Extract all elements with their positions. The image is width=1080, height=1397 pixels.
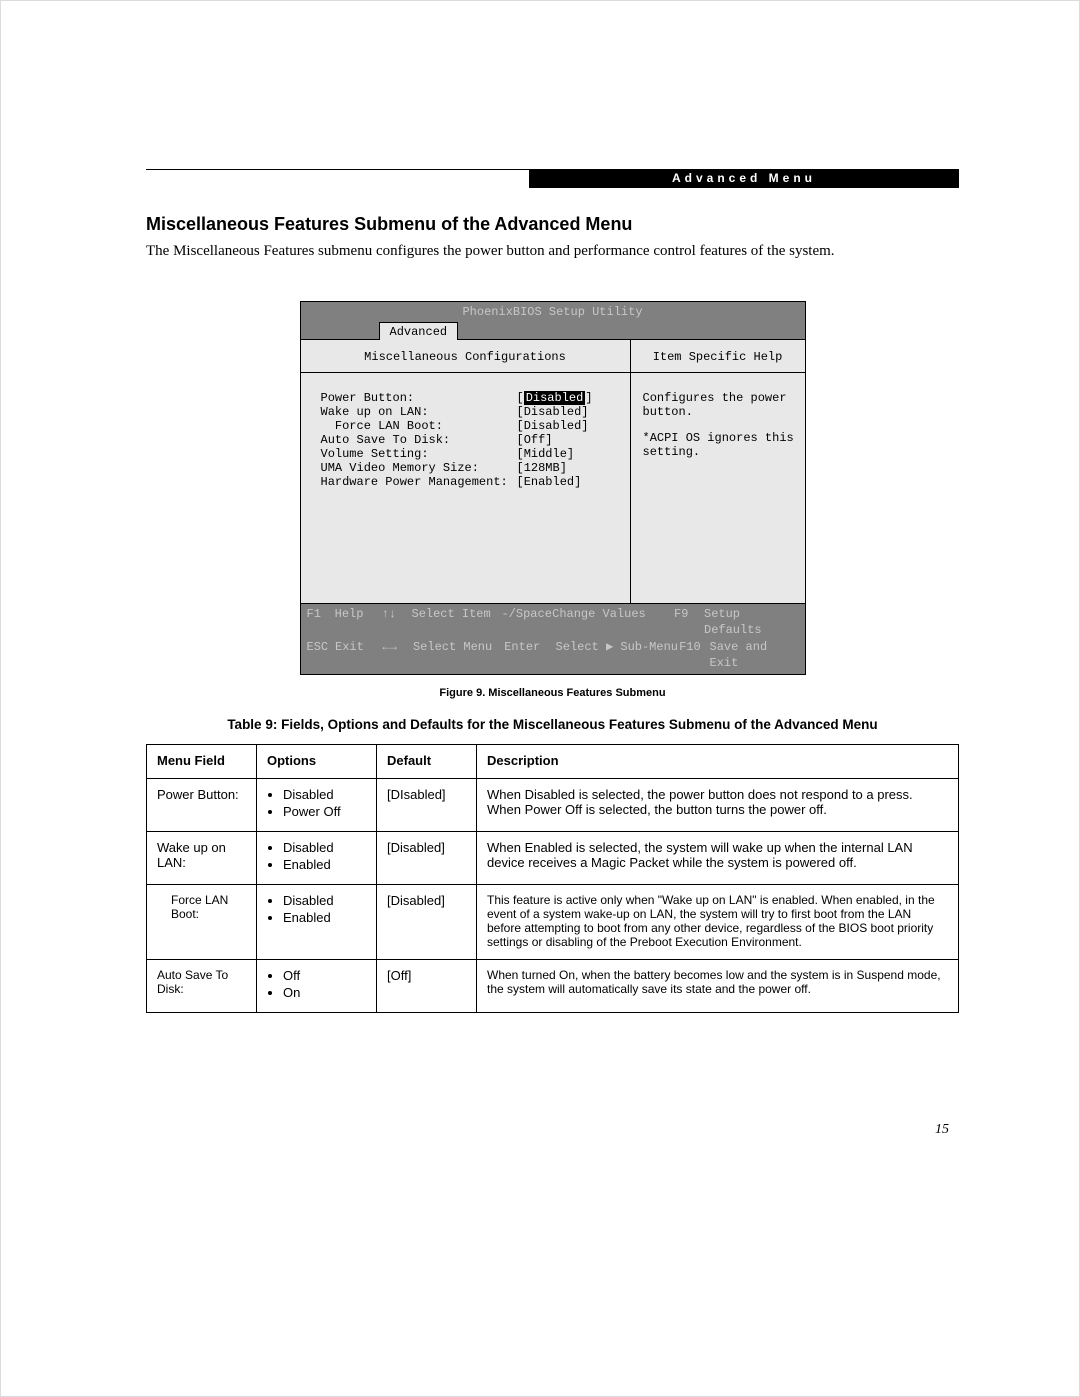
- key-f1: F1: [307, 606, 335, 638]
- bios-body: Miscellaneous Configurations Power Butto…: [301, 340, 805, 603]
- cell-default: [Off]: [377, 960, 477, 1013]
- cell-desc: When turned On, when the battery becomes…: [477, 960, 959, 1013]
- config-value[interactable]: [Disabled]: [517, 419, 589, 433]
- action-help: Help: [335, 606, 382, 638]
- cell-field: Wake up on LAN:: [147, 832, 257, 885]
- action-save-exit: Save and Exit: [710, 639, 799, 671]
- th-default: Default: [377, 745, 477, 779]
- table-header-row: Menu Field Options Default Description: [147, 745, 959, 779]
- help-line: *ACPI OS ignores this setting.: [643, 431, 795, 459]
- page-number: 15: [935, 1122, 949, 1138]
- config-row[interactable]: Power Button: [Disabled]: [321, 391, 616, 405]
- key-esc: ESC: [307, 639, 336, 671]
- cell-desc: This feature is active only when "Wake u…: [477, 885, 959, 960]
- config-value[interactable]: [Disabled]: [517, 391, 593, 405]
- option-item: Disabled: [283, 787, 366, 802]
- config-value[interactable]: [128MB]: [517, 461, 567, 475]
- document-page: Advanced Menu Miscellaneous Features Sub…: [0, 0, 1080, 1397]
- action-setup-defaults: Setup Defaults: [704, 606, 799, 638]
- key-f9: F9: [674, 606, 704, 638]
- config-label: Volume Setting:: [321, 447, 517, 461]
- table-row: Power Button: Disabled Power Off [DIsabl…: [147, 779, 959, 832]
- key-updown: ↑↓: [382, 606, 412, 638]
- config-label: Wake up on LAN:: [321, 405, 517, 419]
- config-label: Power Button:: [321, 391, 517, 405]
- cell-options: Disabled Power Off: [257, 779, 377, 832]
- key-leftright: ←→: [383, 639, 413, 671]
- bios-title: PhoenixBIOS Setup Utility: [301, 302, 805, 321]
- table-row: Auto Save To Disk: Off On [Off] When tur…: [147, 960, 959, 1013]
- cell-default: [Disabled]: [377, 832, 477, 885]
- cell-desc: When Enabled is selected, the system wil…: [477, 832, 959, 885]
- config-row[interactable]: Force LAN Boot: [Disabled]: [321, 419, 616, 433]
- bios-help-content: Configures the power button. *ACPI OS ig…: [631, 373, 805, 603]
- th-field: Menu Field: [147, 745, 257, 779]
- table-row: Force LAN Boot: Disabled Enabled [Disabl…: [147, 885, 959, 960]
- option-item: On: [283, 985, 366, 1000]
- section-title: Miscellaneous Features Submenu of the Ad…: [146, 214, 959, 235]
- bios-right-header: Item Specific Help: [631, 340, 805, 373]
- bios-right-pane: Item Specific Help Configures the power …: [631, 340, 805, 603]
- action-submenu: Select ▶ Sub-Menu: [556, 639, 680, 671]
- cell-default: [DIsabled]: [377, 779, 477, 832]
- bios-footer: F1 Help ↑↓ Select Item -/Space Change Va…: [301, 603, 805, 674]
- config-row[interactable]: Hardware Power Management: [Enabled]: [321, 475, 616, 489]
- config-value[interactable]: [Off]: [517, 433, 553, 447]
- fields-table: Menu Field Options Default Description P…: [146, 744, 959, 1013]
- table-row: Wake up on LAN: Disabled Enabled [Disabl…: [147, 832, 959, 885]
- bios-panel: PhoenixBIOS Setup Utility Advanced Misce…: [300, 301, 806, 675]
- spacer: [643, 419, 795, 431]
- bios-tab-advanced[interactable]: Advanced: [379, 322, 459, 340]
- bios-footer-row: F1 Help ↑↓ Select Item -/Space Change Va…: [307, 606, 799, 638]
- option-item: Power Off: [283, 804, 366, 819]
- config-row[interactable]: Volume Setting: [Middle]: [321, 447, 616, 461]
- config-label: Hardware Power Management:: [321, 475, 517, 489]
- config-value-selected: Disabled: [524, 391, 586, 405]
- bios-left-pane: Miscellaneous Configurations Power Butto…: [301, 340, 631, 603]
- cell-field: Force LAN Boot:: [147, 885, 257, 960]
- option-item: Off: [283, 968, 366, 983]
- table-title: Table 9: Fields, Options and Defaults fo…: [146, 717, 959, 732]
- cell-field-indented: Force LAN Boot:: [157, 893, 246, 921]
- config-row[interactable]: UMA Video Memory Size: [128MB]: [321, 461, 616, 475]
- config-row[interactable]: Wake up on LAN: [Disabled]: [321, 405, 616, 419]
- bios-left-header: Miscellaneous Configurations: [301, 340, 630, 373]
- cell-field: Auto Save To Disk:: [147, 960, 257, 1013]
- option-item: Enabled: [283, 857, 366, 872]
- figure-caption: Figure 9. Miscellaneous Features Submenu: [146, 687, 959, 699]
- bios-footer-row: ESC Exit ←→ Select Menu Enter Select ▶ S…: [307, 639, 799, 671]
- config-label: Auto Save To Disk:: [321, 433, 517, 447]
- cell-default: [Disabled]: [377, 885, 477, 960]
- option-item: Enabled: [283, 910, 366, 925]
- config-value[interactable]: [Disabled]: [517, 405, 589, 419]
- config-label: Force LAN Boot:: [321, 419, 517, 433]
- action-select-item: Select Item: [412, 606, 502, 638]
- header-badge: Advanced Menu: [529, 169, 959, 188]
- cell-options: Disabled Enabled: [257, 832, 377, 885]
- action-change-values: Change Values: [552, 606, 674, 638]
- action-exit: Exit: [335, 639, 383, 671]
- key-enter: Enter: [504, 639, 555, 671]
- option-item: Disabled: [283, 893, 366, 908]
- cell-desc: When Disabled is selected, the power but…: [477, 779, 959, 832]
- config-value[interactable]: [Enabled]: [517, 475, 582, 489]
- option-item: Disabled: [283, 840, 366, 855]
- key-f10: F10: [679, 639, 709, 671]
- section-intro: The Miscellaneous Features submenu confi…: [146, 241, 959, 261]
- th-options: Options: [257, 745, 377, 779]
- th-desc: Description: [477, 745, 959, 779]
- cell-field: Power Button:: [147, 779, 257, 832]
- bios-config-list: Power Button: [Disabled] Wake up on LAN:…: [301, 373, 630, 603]
- action-select-menu: Select Menu: [413, 639, 504, 671]
- bios-tab-spacer: [301, 321, 379, 339]
- config-value[interactable]: [Middle]: [517, 447, 575, 461]
- key-space: -/Space: [502, 606, 553, 638]
- config-row[interactable]: Auto Save To Disk: [Off]: [321, 433, 616, 447]
- config-label: UMA Video Memory Size:: [321, 461, 517, 475]
- cell-options: Off On: [257, 960, 377, 1013]
- cell-options: Disabled Enabled: [257, 885, 377, 960]
- bios-tabs: Advanced: [301, 321, 805, 340]
- help-line: Configures the power button.: [643, 391, 795, 419]
